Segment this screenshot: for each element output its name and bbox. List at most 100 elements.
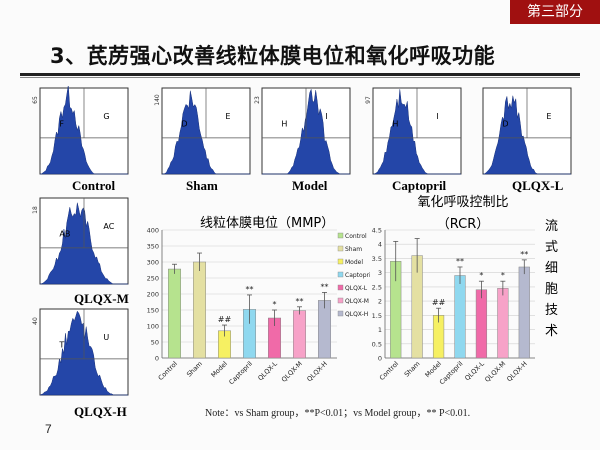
gate-label: U [103,333,109,342]
histogram-qlqx-m: 18 AB AC [30,196,134,290]
significance-label: ** [456,257,464,266]
x-tick-label: QLQX-H [505,360,529,384]
histogram-ymax: 97 [365,96,372,104]
title-divider-thin [20,77,580,78]
significance-label: * [501,271,505,280]
gate-label: T [58,341,64,350]
page-title: 3、芪苈强心改善线粒体膜电位和氧化呼吸功能 [50,44,496,68]
gate-label: AC [103,222,114,231]
y-tick-label: 4.5 [372,227,382,235]
histogram-distribution [483,95,571,175]
histogram-sham: 140 D E [152,86,256,180]
histogram-label: QLQX-M [74,291,129,306]
x-tick-label: Control [378,360,400,382]
gate-label: D [502,120,508,129]
histogram-label: QLQX-L [512,178,564,193]
bar [497,288,509,359]
histogram-label: Control [72,178,116,193]
section-badge: 第三部分 [510,0,600,24]
y-tick-label: 250 [147,275,159,283]
significance-label: ** [246,285,254,294]
y-tick-label: 4 [378,241,382,249]
y-tick-label: 300 [147,259,159,267]
legend-label: QLQX-H [345,311,368,318]
x-tick-label: Model [209,360,229,380]
bar [475,289,488,359]
x-tick-label: QLQX-L [256,359,279,382]
legend-swatch [337,310,344,317]
title-divider [20,73,580,76]
legend-swatch [337,245,344,252]
histogram-distribution [373,89,461,175]
bar [193,261,206,359]
significance-label: * [479,271,483,280]
y-tick-label: 0.5 [372,340,382,348]
y-tick-label: 1.5 [372,312,382,320]
histogram-qlqx-h: 40 T U [30,307,134,401]
y-tick-label: 400 [147,227,159,235]
legend-label: Sham [345,246,362,253]
significance-label: ## [218,315,232,324]
significance-label: ## [432,298,446,307]
mmp-bar-chart: 0 50 100 150 200 250 300 350 400 Control Sham ## Mod… [147,227,370,387]
histogram-plot: 40 T U [32,308,129,396]
rcr-chart-title: 氧化呼吸控制比（RCR） [417,195,509,232]
significance-label: ** [520,250,528,259]
bar [168,268,181,359]
page-number: 7 [45,422,52,436]
x-tick-label: Captopril [438,360,465,387]
footnote: Note：vs Sham group，**P<0.01；vs Model gro… [205,408,471,419]
histogram-label: Model [292,178,328,193]
gate-label: G [103,112,109,121]
y-tick-label: 2.5 [372,283,382,291]
bar [454,275,466,359]
legend-label: Model [345,259,363,266]
histogram-captopril: 97 H I [363,86,467,180]
legend-swatch [337,284,344,291]
y-tick-label: 2 [378,298,382,306]
y-tick-label: 1 [378,326,382,334]
histogram-label: Captopril [392,178,447,193]
x-tick-label: QLQX-M [483,360,507,384]
x-tick-label: Control [157,360,179,382]
legend-swatch [337,232,344,239]
bar [518,266,530,359]
bar [318,300,331,359]
legend-label: Captopril [345,272,370,279]
histogram-ymax: 18 [32,206,39,214]
y-tick-label: 3 [378,269,382,277]
significance-label: ** [296,297,304,306]
histogram-label: Sham [186,178,218,193]
histogram-plot: 65 F G [32,86,129,175]
gate-label: D [181,120,187,129]
legend-label: QLQX-L [345,285,368,292]
y-tick-label: 0 [155,355,159,363]
legend-label: QLQX-M [345,298,369,305]
histogram-distribution [161,90,250,175]
gate-label: I [325,112,327,121]
y-tick-label: 3.5 [372,255,382,263]
x-tick-label: Sham [403,360,422,379]
histogram-ymax: 65 [32,96,39,104]
x-tick-label: Sham [185,360,204,379]
histogram-plot: 97 H I [365,87,462,175]
gate-label: I [436,112,438,121]
x-tick-label: Captopril [227,360,254,387]
significance-label: * [273,300,277,309]
gate-label: E [546,112,551,121]
legend-label: Control [345,233,367,240]
y-tick-label: 200 [147,291,159,299]
gate-label: E [225,112,230,121]
y-tick-label: 50 [151,339,159,347]
histogram-plot: DE [482,87,572,175]
histogram-plot: 140 D E [154,87,251,175]
legend-swatch [337,258,344,265]
histogram-ymax: 140 [154,94,161,106]
y-tick-label: 150 [147,307,159,315]
gate-label: H [392,120,398,129]
y-tick-label: 100 [147,323,159,331]
side-note: 流式细胞技术 [545,219,559,339]
